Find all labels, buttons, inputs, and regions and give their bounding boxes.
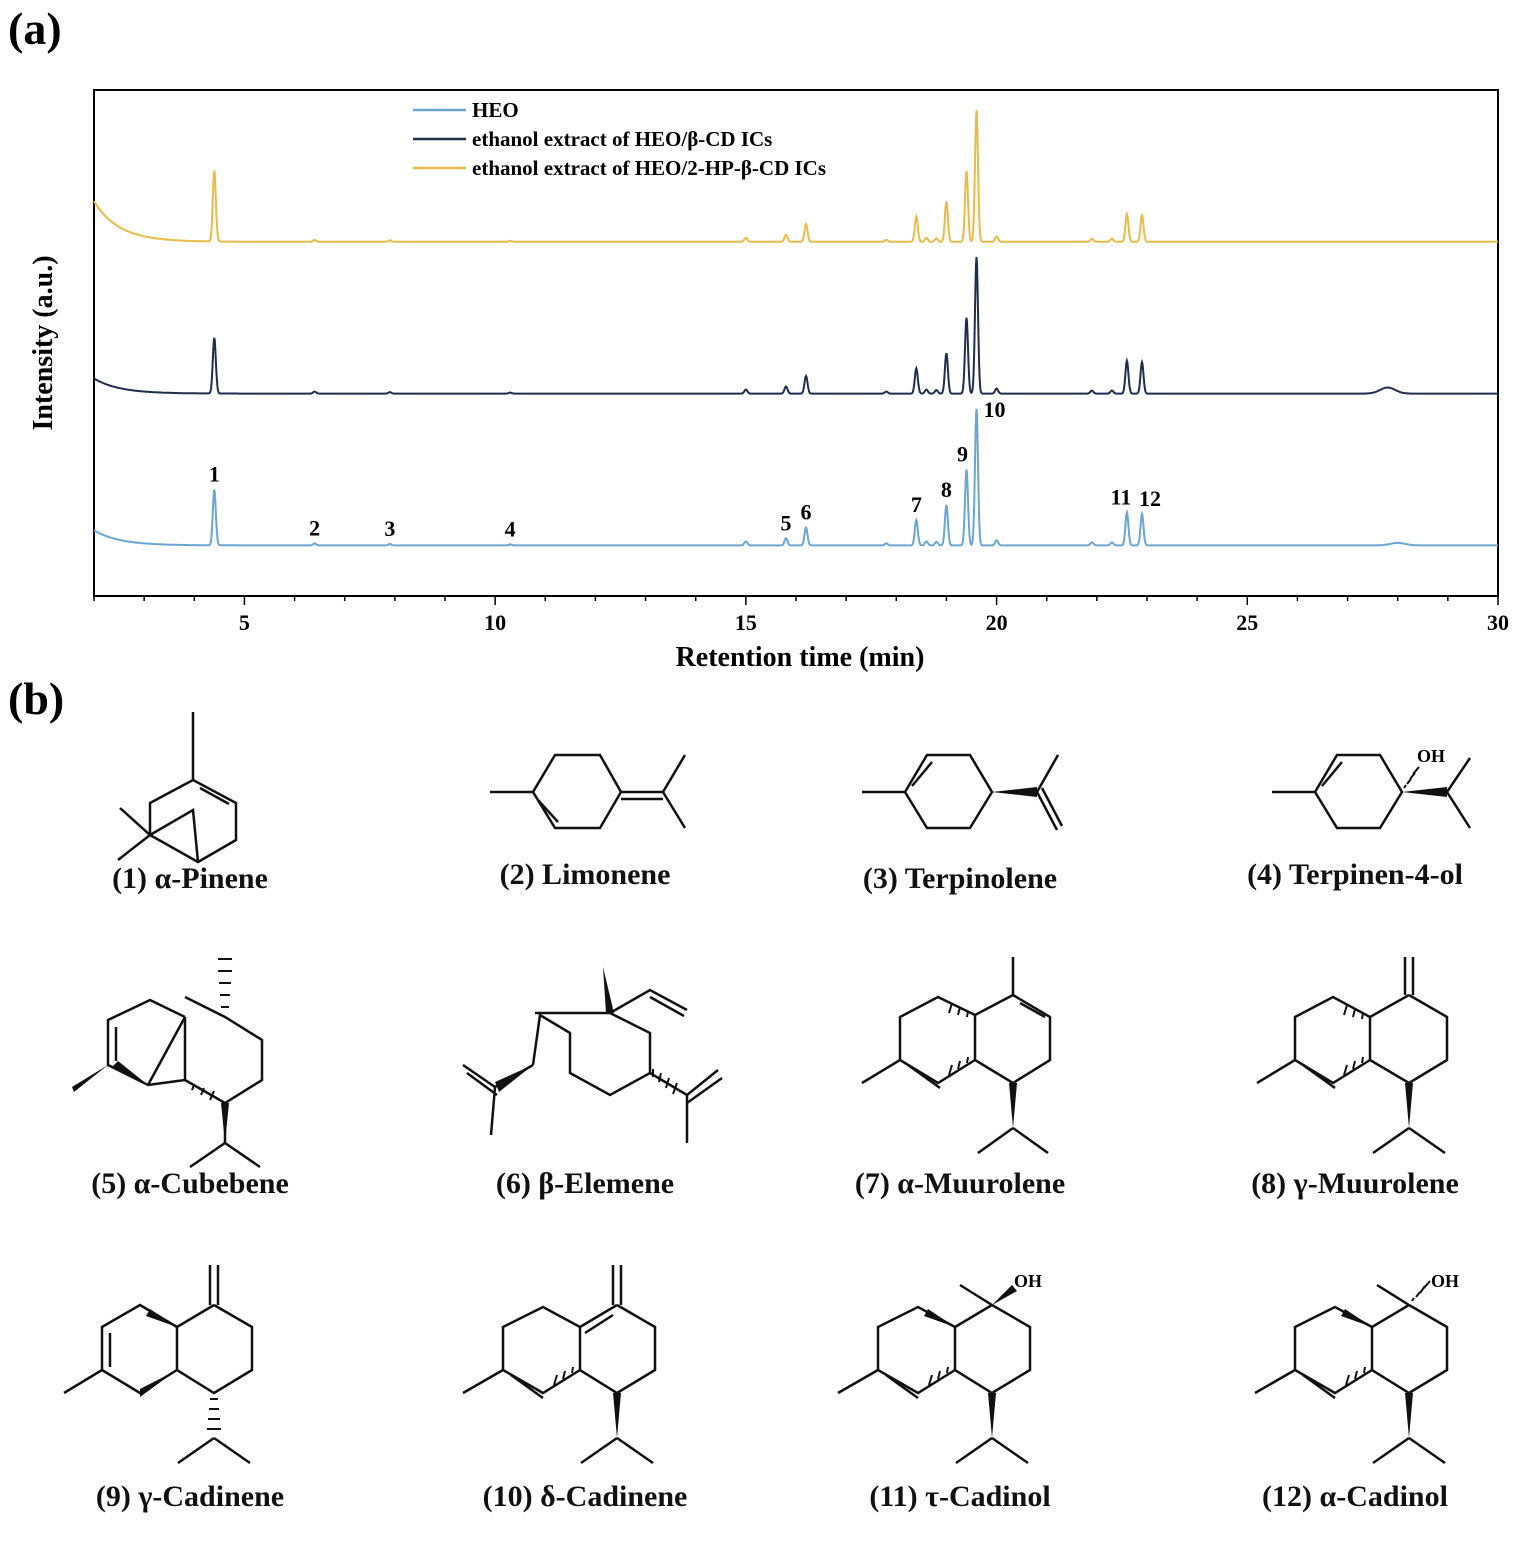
series-line-1 [93,408,1498,547]
compound-name: (9) γ-Cadinene [95,1480,285,1513]
peak-label: 7 [911,492,922,517]
beta-elemene-structure [462,967,723,1143]
compound-name: (11) τ-Cadinol [869,1480,1051,1513]
delta-cadinene-structure [462,1265,657,1465]
oh-label: OH [1431,1271,1459,1291]
peak-label: 3 [384,516,395,541]
x-tick-label: 30 [1487,610,1509,635]
legend-entry: ethanol extract of HEO/β-CD ICs [472,127,772,151]
peak-label: 12 [1139,486,1161,511]
series-line-2 [93,256,1498,395]
peak-label: 6 [801,500,812,525]
x-tick-label: 5 [239,610,250,635]
x-tick-label: 10 [484,610,506,635]
compound-name: (12) α-Cadinol [1262,1480,1448,1513]
legend-entry: HEO [472,98,519,122]
compound-name: (3) Terpinolene [862,862,1058,895]
compound-4: OH (4) Terpinen-4-ol [1165,700,1535,1000]
peak-label: 11 [1111,485,1132,510]
series-line-3 [93,110,1498,243]
x-tick-label: 15 [735,610,757,635]
legend-entry: ethanol extract of HEO/2-HP-β-CD ICs [472,156,826,180]
peak-label: 9 [957,442,968,467]
peak-label: 1 [209,462,220,487]
terpinolene-structure [862,753,1064,831]
compound-10: (10) δ-Cadinene [395,1255,775,1555]
peak-label: 10 [984,397,1006,422]
compound-11: OH (11) τ-Cadinol [770,1255,1150,1555]
terpinen-4-ol-structure: OH [1272,746,1472,830]
gamma-muurolene-structure [1256,957,1449,1155]
peak-label: 2 [309,515,320,540]
y-axis-label: Intensity (a.u.) [28,255,59,430]
alpha-cadinol-structure: OH [1254,1271,1459,1465]
compound-7: (7) α-Muurolene [770,945,1150,1245]
compound-name: (6) β-Elemene [495,1167,675,1200]
compound-2: (2) Limonene [395,700,775,1000]
peak-label: 8 [941,477,952,502]
compound-1: (1) α-Pinene [0,700,380,1000]
gamma-cadinene-structure [63,1265,254,1465]
alpha-pinene-structure [117,712,238,864]
panel-a-label: (a) [8,3,62,54]
compound-8: (8) γ-Muurolene [1165,945,1535,1245]
compound-12: OH (12) α-Cadinol [1165,1255,1535,1555]
compound-name: (4) Terpinen-4-ol [1247,858,1463,891]
x-tick-label: 25 [1236,610,1258,635]
x-tick-label: 20 [986,610,1008,635]
oh-label: OH [1014,1271,1042,1291]
compound-name: (8) γ-Muurolene [1251,1167,1459,1200]
compound-5: (5) α-Cubebene [0,945,380,1245]
tau-cadinol-structure: OH [837,1271,1042,1465]
peak-label: 5 [780,510,791,535]
compound-name: (2) Limonene [499,858,671,891]
x-axis-label: Retention time (min) [676,642,925,673]
alpha-muurolene-structure [861,957,1052,1155]
alpha-cubebene-structure [72,958,264,1169]
compound-9: (9) γ-Cadinene [0,1255,380,1555]
panel-b-label: (b) [8,673,65,724]
compound-6: (6) β-Elemene [395,945,775,1245]
compound-name: (7) α-Muurolene [854,1167,1066,1200]
oh-label: OH [1417,746,1445,766]
compound-name: (1) α-Pinene [112,862,268,895]
limonene-structure [490,753,687,830]
compound-name: (10) δ-Cadinene [482,1480,688,1513]
compound-3: (3) Terpinolene [770,700,1150,1000]
compound-name: (5) α-Cubebene [91,1167,289,1200]
peak-label: 4 [505,516,516,541]
